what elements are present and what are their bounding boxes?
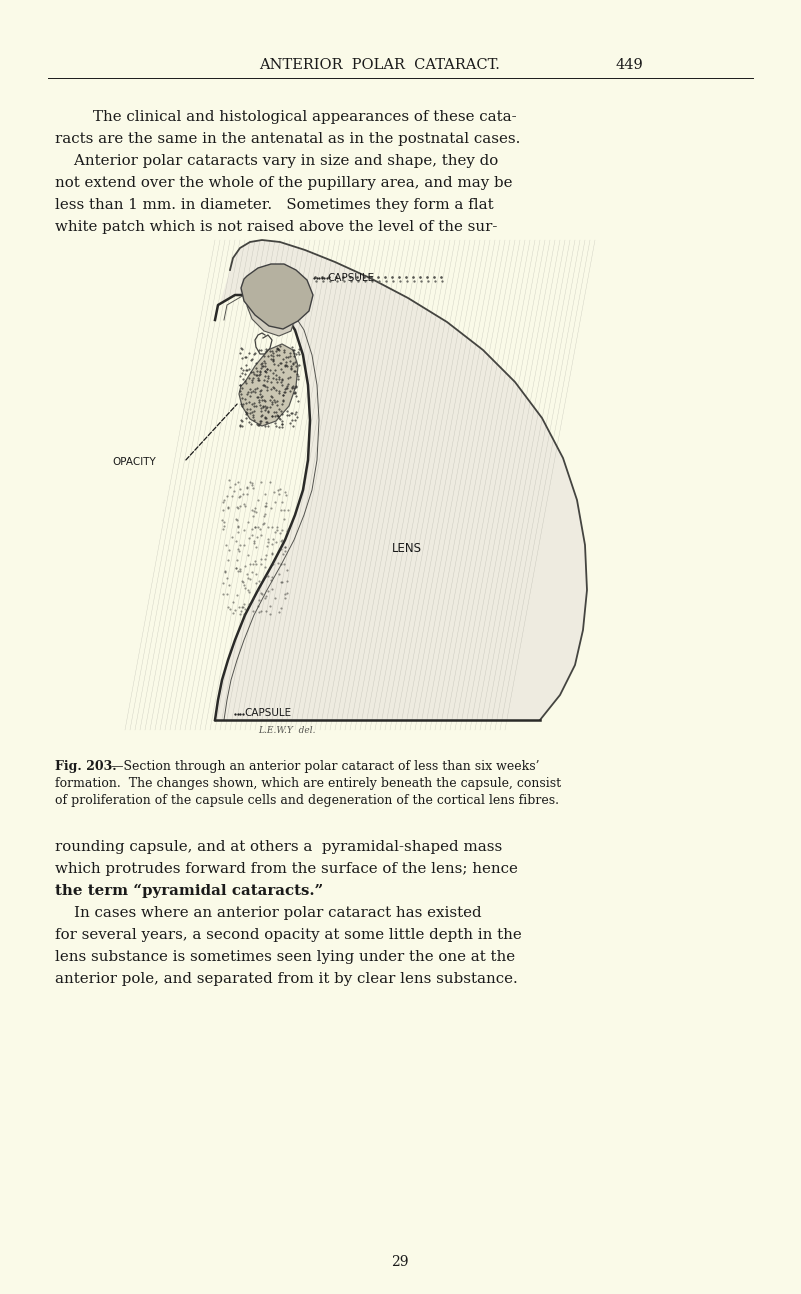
Text: LENS: LENS xyxy=(392,541,422,555)
Text: of proliferation of the capsule cells and degeneration of the cortical lens fibr: of proliferation of the capsule cells an… xyxy=(55,795,559,807)
Text: —Section through an anterior polar cataract of less than six weeks’: —Section through an anterior polar catar… xyxy=(111,760,540,773)
Text: not extend over the whole of the pupillary area, and may be: not extend over the whole of the pupilla… xyxy=(55,176,513,190)
Text: which protrudes forward from the surface of the lens; hence: which protrudes forward from the surface… xyxy=(55,862,518,876)
Text: CAPSULE: CAPSULE xyxy=(244,708,291,718)
Text: 29: 29 xyxy=(391,1255,409,1269)
Text: The clinical and histological appearances of these cata-: The clinical and histological appearance… xyxy=(55,110,517,124)
Text: L.E.W.Y  del.: L.E.W.Y del. xyxy=(258,726,316,735)
Text: lens substance is sometimes seen lying under the one at the: lens substance is sometimes seen lying u… xyxy=(55,950,515,964)
Text: OPACITY: OPACITY xyxy=(112,457,155,467)
Text: racts are the same in the antenatal as in the postnatal cases.: racts are the same in the antenatal as i… xyxy=(55,132,521,146)
Text: Anterior polar cataracts vary in size and shape, they do: Anterior polar cataracts vary in size an… xyxy=(55,154,498,168)
Text: less than 1 mm. in diameter.   Sometimes they form a flat: less than 1 mm. in diameter. Sometimes t… xyxy=(55,198,493,212)
Text: for several years, a second opacity at some little depth in the: for several years, a second opacity at s… xyxy=(55,928,521,942)
Polygon shape xyxy=(239,344,298,426)
Text: ANTERIOR  POLAR  CATARACT.: ANTERIOR POLAR CATARACT. xyxy=(260,58,501,72)
Text: the term “pyramidal cataracts.”: the term “pyramidal cataracts.” xyxy=(55,884,324,898)
Polygon shape xyxy=(241,264,313,329)
Polygon shape xyxy=(215,239,587,719)
Text: white patch which is not raised above the level of the sur-: white patch which is not raised above th… xyxy=(55,220,497,234)
Text: 449: 449 xyxy=(615,58,642,72)
Bar xyxy=(100,239,640,730)
Text: Fig. 203.: Fig. 203. xyxy=(55,760,117,773)
Text: CAPSULE: CAPSULE xyxy=(327,273,374,283)
Text: In cases where an anterior polar cataract has existed: In cases where an anterior polar catarac… xyxy=(55,906,481,920)
Text: rounding capsule, and at others a  pyramidal-shaped mass: rounding capsule, and at others a pyrami… xyxy=(55,840,502,854)
Polygon shape xyxy=(247,290,296,336)
Text: anterior pole, and separated from it by clear lens substance.: anterior pole, and separated from it by … xyxy=(55,972,517,986)
Text: formation.  The changes shown, which are entirely beneath the capsule, consist: formation. The changes shown, which are … xyxy=(55,776,562,791)
